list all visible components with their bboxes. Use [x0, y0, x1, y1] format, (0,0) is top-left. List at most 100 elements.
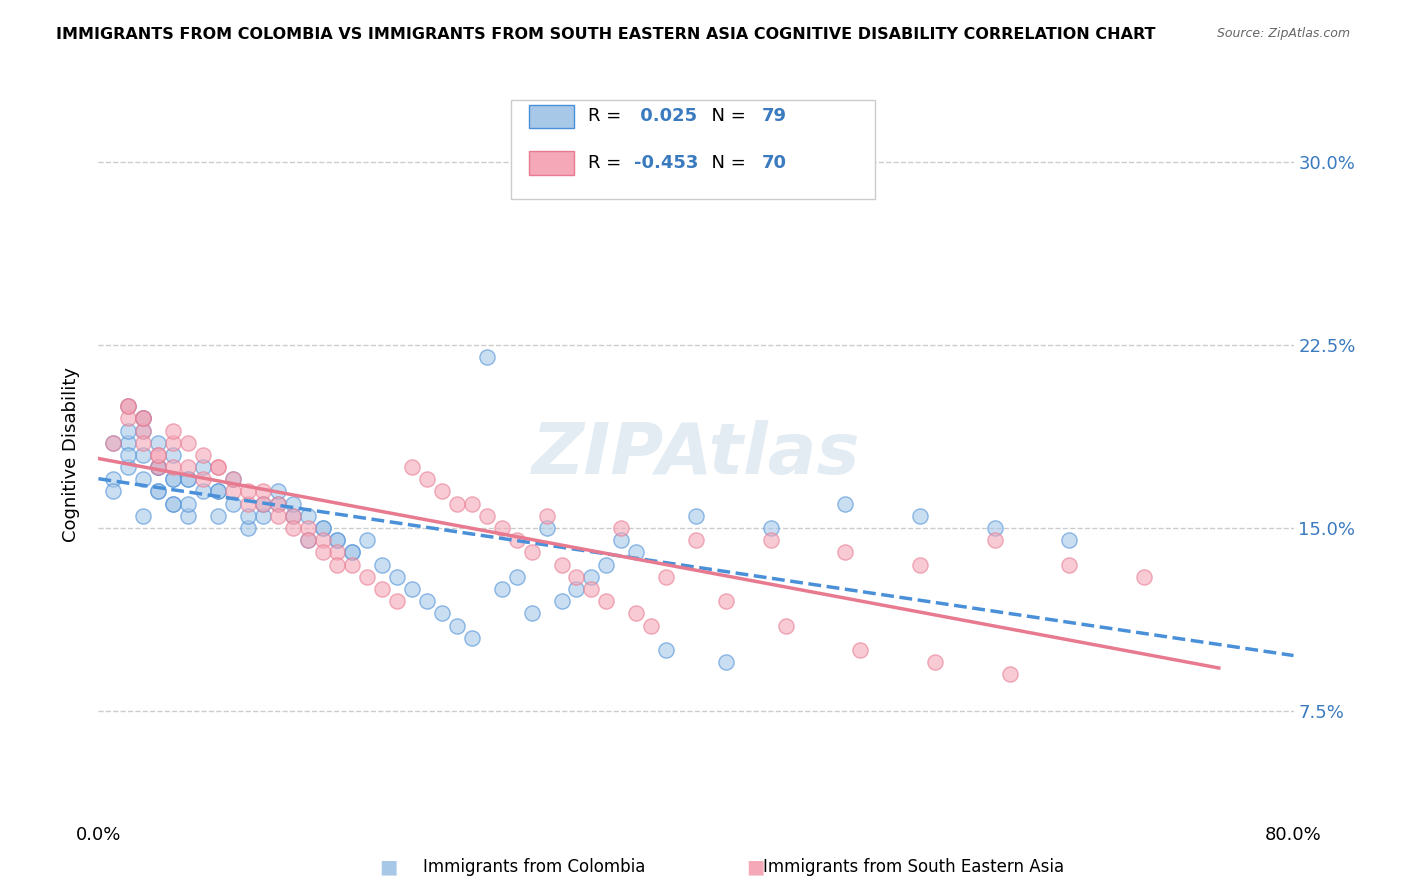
Point: [595, 594, 617, 608]
Point: [924, 655, 946, 669]
Text: ■: ■: [378, 857, 398, 876]
Point: [565, 582, 588, 596]
Point: [446, 497, 468, 511]
Point: [475, 351, 498, 365]
Point: [117, 448, 139, 462]
Text: ZIPAtlas: ZIPAtlas: [531, 420, 860, 490]
Point: [311, 521, 333, 535]
Point: [162, 460, 184, 475]
Point: [416, 472, 439, 486]
Point: [177, 497, 200, 511]
Point: [550, 594, 572, 608]
Point: [446, 618, 468, 632]
Point: [148, 484, 170, 499]
Point: [506, 570, 529, 584]
Point: [207, 460, 229, 475]
Point: [132, 411, 155, 425]
Point: [132, 424, 155, 438]
Point: [191, 460, 214, 475]
Text: 70: 70: [762, 154, 787, 172]
Point: [342, 545, 364, 559]
Text: N =: N =: [700, 107, 751, 125]
Point: [267, 508, 290, 523]
Point: [775, 618, 797, 632]
Text: ■: ■: [745, 857, 765, 876]
Point: [371, 582, 394, 596]
Point: [685, 508, 707, 523]
Point: [385, 570, 409, 584]
Point: [281, 508, 304, 523]
Point: [222, 472, 245, 486]
Point: [132, 508, 155, 523]
Point: [1059, 558, 1081, 572]
Point: [326, 533, 349, 548]
Point: [356, 533, 378, 548]
Point: [520, 607, 543, 621]
Point: [148, 484, 170, 499]
Text: Immigrants from South Eastern Asia: Immigrants from South Eastern Asia: [763, 858, 1064, 876]
Text: 0.025: 0.025: [634, 107, 697, 125]
Text: -0.453: -0.453: [634, 154, 699, 172]
Point: [148, 460, 170, 475]
Point: [610, 521, 633, 535]
Point: [342, 545, 364, 559]
Point: [281, 497, 304, 511]
Point: [685, 533, 707, 548]
Point: [162, 448, 184, 462]
Point: [342, 558, 364, 572]
Point: [610, 533, 633, 548]
Point: [177, 472, 200, 486]
Point: [252, 508, 274, 523]
Point: [207, 484, 229, 499]
Point: [714, 655, 737, 669]
Point: [297, 508, 319, 523]
Point: [162, 497, 184, 511]
Point: [908, 558, 931, 572]
Point: [311, 545, 333, 559]
Point: [834, 497, 856, 511]
Point: [267, 497, 290, 511]
Point: [207, 460, 229, 475]
Point: [536, 508, 558, 523]
Point: [103, 435, 125, 450]
Point: [461, 497, 484, 511]
FancyBboxPatch shape: [510, 100, 875, 199]
Point: [117, 399, 139, 413]
Point: [385, 594, 409, 608]
Point: [177, 472, 200, 486]
Point: [297, 521, 319, 535]
Point: [834, 545, 856, 559]
Point: [148, 435, 170, 450]
Point: [520, 545, 543, 559]
Point: [326, 533, 349, 548]
Point: [267, 497, 290, 511]
Text: IMMIGRANTS FROM COLOMBIA VS IMMIGRANTS FROM SOUTH EASTERN ASIA COGNITIVE DISABIL: IMMIGRANTS FROM COLOMBIA VS IMMIGRANTS F…: [56, 27, 1156, 42]
FancyBboxPatch shape: [529, 152, 574, 175]
Point: [117, 460, 139, 475]
Point: [177, 460, 200, 475]
Point: [236, 521, 259, 535]
Point: [430, 607, 453, 621]
Point: [103, 435, 125, 450]
Point: [626, 545, 648, 559]
Point: [655, 643, 678, 657]
Point: [984, 533, 1007, 548]
Point: [117, 411, 139, 425]
Point: [759, 521, 782, 535]
Point: [430, 484, 453, 499]
Point: [475, 508, 498, 523]
Text: R =: R =: [589, 107, 627, 125]
Point: [401, 460, 423, 475]
Point: [714, 594, 737, 608]
Point: [148, 460, 170, 475]
Point: [908, 508, 931, 523]
Point: [103, 484, 125, 499]
Point: [132, 435, 155, 450]
Point: [640, 618, 662, 632]
Point: [252, 497, 274, 511]
Point: [162, 497, 184, 511]
Point: [191, 484, 214, 499]
Point: [565, 570, 588, 584]
Y-axis label: Cognitive Disability: Cognitive Disability: [62, 368, 80, 542]
Point: [236, 508, 259, 523]
